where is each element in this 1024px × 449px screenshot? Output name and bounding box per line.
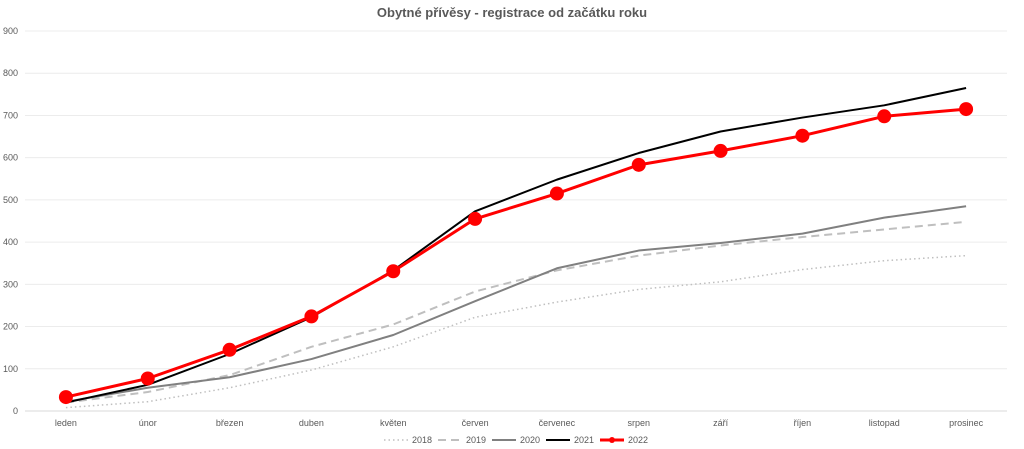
y-tick-label: 100: [3, 364, 18, 374]
x-tick-label: říjen: [794, 418, 812, 428]
legend-label: 2021: [574, 435, 594, 445]
x-tick-label: červenec: [539, 418, 576, 428]
y-tick-label: 600: [3, 153, 18, 163]
x-tick-label: listopad: [869, 418, 900, 428]
legend-label: 2022: [628, 435, 648, 445]
series-line-2020: [65, 205, 967, 403]
y-tick-label: 800: [3, 68, 18, 78]
data-point-2022: [713, 143, 728, 158]
y-tick-label: 500: [3, 195, 18, 205]
series-line-2022: [65, 107, 967, 399]
data-point-2022: [877, 109, 892, 124]
x-tick-label: srpen: [627, 418, 650, 428]
x-tick-label: březen: [216, 418, 244, 428]
series-line-2018: [65, 254, 967, 409]
legend-label: 2018: [412, 435, 432, 445]
legend-marker: [609, 437, 615, 443]
series-line-2021: [65, 87, 967, 404]
data-point-2022: [631, 157, 646, 172]
data-point-2022: [468, 211, 483, 226]
x-tick-label: červen: [462, 418, 489, 428]
legend-label: 2020: [520, 435, 540, 445]
data-point-2022: [58, 390, 73, 405]
y-tick-label: 300: [3, 279, 18, 289]
x-tick-label: únor: [139, 418, 157, 428]
x-tick-label: září: [713, 418, 729, 428]
legend-label: 2019: [466, 435, 486, 445]
x-tick-label: prosinec: [949, 418, 984, 428]
chart-title: Obytné přívěsy - registrace od začátku r…: [377, 5, 647, 20]
data-point-2022: [959, 102, 974, 117]
x-tick-label: květen: [380, 418, 407, 428]
data-point-2022: [222, 342, 237, 357]
y-tick-label: 700: [3, 110, 18, 120]
data-point-2022: [549, 186, 564, 201]
x-tick-label: leden: [55, 418, 77, 428]
x-tick-label: duben: [299, 418, 324, 428]
data-point-2022: [304, 309, 319, 324]
data-point-2022: [795, 128, 810, 143]
y-tick-label: 400: [3, 237, 18, 247]
y-tick-label: 900: [3, 26, 18, 36]
y-tick-label: 0: [13, 406, 18, 416]
series-line-2019: [65, 220, 967, 404]
data-point-2022: [386, 264, 401, 279]
data-point-2022: [140, 371, 155, 386]
y-tick-label: 200: [3, 322, 18, 332]
